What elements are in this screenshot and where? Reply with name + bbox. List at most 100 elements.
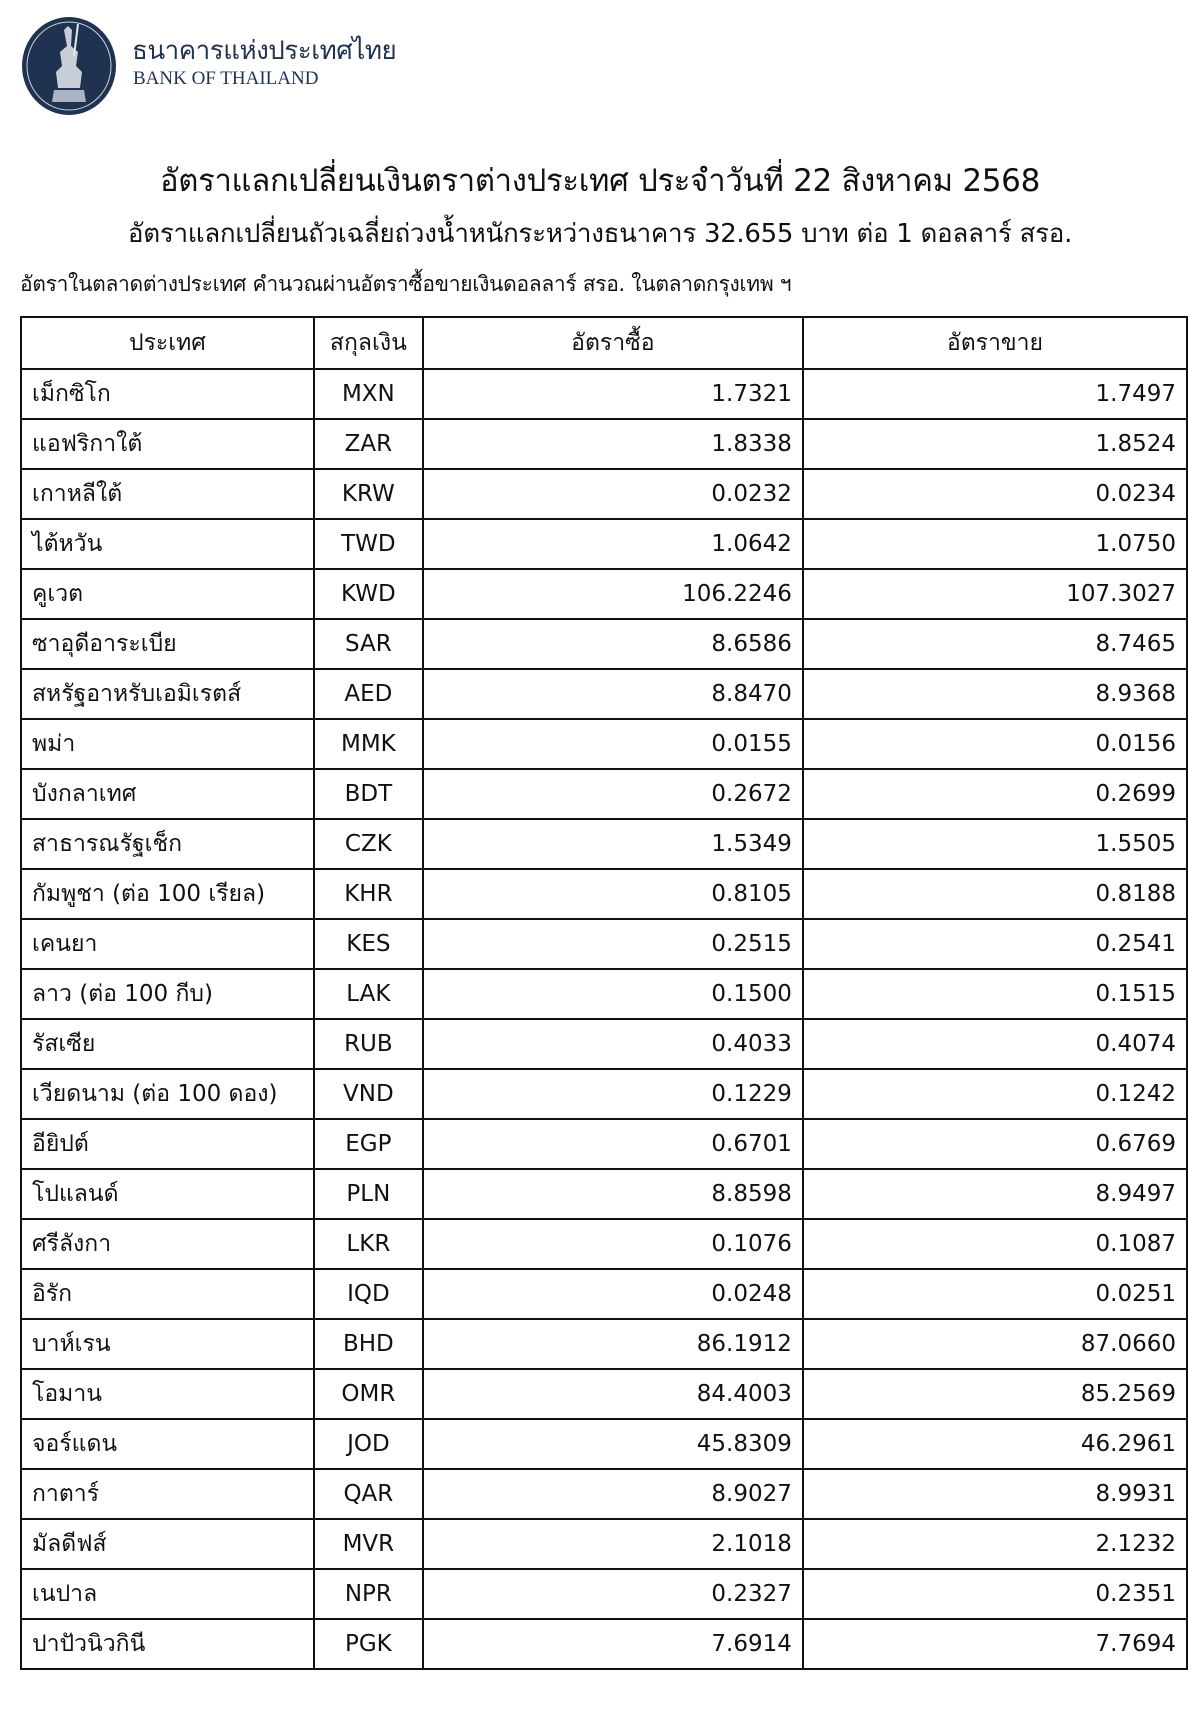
selling-rate-cell: 0.6769	[801, 1118, 1189, 1170]
currency-cell: IQD	[312, 1268, 424, 1320]
buying-rate-cell: 84.4003	[421, 1368, 804, 1420]
country-cell: โปแลนด์	[20, 1168, 315, 1220]
selling-rate-cell: 46.2961	[801, 1418, 1189, 1470]
table-row: โปแลนด์ PLN 8.8598 8.9497	[20, 1168, 1189, 1220]
country-cell: เนปาล	[20, 1568, 315, 1620]
currency-cell: VND	[312, 1068, 424, 1120]
selling-rate-cell: 107.3027	[801, 568, 1189, 620]
table-row: ปาปัวนิวกินี PGK 7.6914 7.7694	[20, 1618, 1189, 1670]
buying-rate-cell: 8.6586	[421, 618, 804, 670]
country-cell: อิรัก	[20, 1268, 315, 1320]
currency-cell: MMK	[312, 718, 424, 770]
selling-rate-cell: 0.1515	[801, 968, 1189, 1020]
selling-rate-cell: 0.0156	[801, 718, 1189, 770]
table-row: พม่า MMK 0.0155 0.0156	[20, 718, 1189, 770]
rate-note: อัตราในตลาดต่างประเทศ คำนวณผ่านอัตราซื้อ…	[20, 272, 792, 296]
currency-cell: KHR	[312, 868, 424, 920]
selling-rate-cell: 87.0660	[801, 1318, 1189, 1370]
selling-rate-cell: 1.5505	[801, 818, 1189, 870]
country-cell: จอร์แดน	[20, 1418, 315, 1470]
header-country: ประเทศ	[20, 316, 315, 370]
country-cell: ปาปัวนิวกินี	[20, 1618, 315, 1670]
header-selling-rate: อัตราขาย	[801, 316, 1189, 370]
country-cell: บาห์เรน	[20, 1318, 315, 1370]
selling-rate-cell: 0.2351	[801, 1568, 1189, 1620]
selling-rate-cell: 1.8524	[801, 418, 1189, 470]
buying-rate-cell: 0.0248	[421, 1268, 804, 1320]
currency-cell: KWD	[312, 568, 424, 620]
currency-cell: LKR	[312, 1218, 424, 1270]
selling-rate-cell: 0.2541	[801, 918, 1189, 970]
country-cell: อียิปต์	[20, 1118, 315, 1170]
table-row: ศรีลังกา LKR 0.1076 0.1087	[20, 1218, 1189, 1270]
country-cell: สาธารณรัฐเช็ก	[20, 818, 315, 870]
currency-cell: BHD	[312, 1318, 424, 1370]
selling-rate-cell: 8.7465	[801, 618, 1189, 670]
selling-rate-cell: 0.1242	[801, 1068, 1189, 1120]
currency-cell: EGP	[312, 1118, 424, 1170]
page-subtitle: อัตราแลกเปลี่ยนถัวเฉลี่ยถ่วงน้ำหนักระหว่…	[127, 219, 1073, 249]
buying-rate-cell: 8.8598	[421, 1168, 804, 1220]
table-row: เวียดนาม (ต่อ 100 ดอง) VND 0.1229 0.1242	[20, 1068, 1189, 1120]
header-currency: สกุลเงิน	[312, 316, 424, 370]
buying-rate-cell: 1.5349	[421, 818, 804, 870]
currency-cell: TWD	[312, 518, 424, 570]
buying-rate-cell: 0.1500	[421, 968, 804, 1020]
country-cell: กาตาร์	[20, 1468, 315, 1520]
currency-cell: SAR	[312, 618, 424, 670]
currency-cell: KES	[312, 918, 424, 970]
currency-cell: ZAR	[312, 418, 424, 470]
table-row: ไต้หวัน TWD 1.0642 1.0750	[20, 518, 1189, 570]
selling-rate-cell: 8.9368	[801, 668, 1189, 720]
country-cell: โอมาน	[20, 1368, 315, 1420]
buying-rate-cell: 2.1018	[421, 1518, 804, 1570]
table-row: สหรัฐอาหรับเอมิเรตส์ AED 8.8470 8.9368	[20, 668, 1189, 720]
table-row: กาตาร์ QAR 8.9027 8.9931	[20, 1468, 1189, 1520]
table-row: คูเวต KWD 106.2246 107.3027	[20, 568, 1189, 620]
table-row: เคนยา KES 0.2515 0.2541	[20, 918, 1189, 970]
selling-rate-cell: 1.0750	[801, 518, 1189, 570]
buying-rate-cell: 0.2672	[421, 768, 804, 820]
selling-rate-cell: 0.8188	[801, 868, 1189, 920]
currency-cell: NPR	[312, 1568, 424, 1620]
buying-rate-cell: 0.6701	[421, 1118, 804, 1170]
buying-rate-cell: 0.0232	[421, 468, 804, 520]
exchange-rate-table: ประเทศ สกุลเงิน อัตราซื้อ อัตราขาย เม็กซ…	[20, 316, 1189, 1670]
currency-cell: AED	[312, 668, 424, 720]
selling-rate-cell: 0.2699	[801, 768, 1189, 820]
country-cell: เวียดนาม (ต่อ 100 ดอง)	[20, 1068, 315, 1120]
table-header-row: ประเทศ สกุลเงิน อัตราซื้อ อัตราขาย	[20, 316, 1189, 370]
country-cell: เคนยา	[20, 918, 315, 970]
country-cell: คูเวต	[20, 568, 315, 620]
table-row: อิรัก IQD 0.0248 0.0251	[20, 1268, 1189, 1320]
page-title: อัตราแลกเปลี่ยนเงินตราต่างประเทศ ประจำวั…	[159, 163, 1041, 199]
selling-rate-cell: 0.4074	[801, 1018, 1189, 1070]
selling-rate-cell: 7.7694	[801, 1618, 1189, 1670]
currency-cell: MVR	[312, 1518, 424, 1570]
table-row: สาธารณรัฐเช็ก CZK 1.5349 1.5505	[20, 818, 1189, 870]
table-row: โอมาน OMR 84.4003 85.2569	[20, 1368, 1189, 1420]
buying-rate-cell: 86.1912	[421, 1318, 804, 1370]
bank-name-english: BANK OF THAILAND	[133, 68, 319, 89]
currency-cell: QAR	[312, 1468, 424, 1520]
selling-rate-cell: 0.1087	[801, 1218, 1189, 1270]
country-cell: เม็กซิโก	[20, 368, 315, 420]
country-cell: แอฟริกาใต้	[20, 418, 315, 470]
selling-rate-cell: 8.9931	[801, 1468, 1189, 1520]
currency-cell: PGK	[312, 1618, 424, 1670]
table-row: ซาอุดีอาระเบีย SAR 8.6586 8.7465	[20, 618, 1189, 670]
country-cell: ซาอุดีอาระเบีย	[20, 618, 315, 670]
table-row: เกาหลีใต้ KRW 0.0232 0.0234	[20, 468, 1189, 520]
country-cell: บังกลาเทศ	[20, 768, 315, 820]
buying-rate-cell: 0.8105	[421, 868, 804, 920]
buying-rate-cell: 45.8309	[421, 1418, 804, 1470]
table-row: บังกลาเทศ BDT 0.2672 0.2699	[20, 768, 1189, 820]
table-row: กัมพูชา (ต่อ 100 เรียล) KHR 0.8105 0.8188	[20, 868, 1189, 920]
currency-cell: LAK	[312, 968, 424, 1020]
table-row: ลาว (ต่อ 100 กีบ) LAK 0.1500 0.1515	[20, 968, 1189, 1020]
currency-cell: RUB	[312, 1018, 424, 1070]
buying-rate-cell: 0.2327	[421, 1568, 804, 1620]
selling-rate-cell: 2.1232	[801, 1518, 1189, 1570]
table-row: บาห์เรน BHD 86.1912 87.0660	[20, 1318, 1189, 1370]
currency-cell: BDT	[312, 768, 424, 820]
